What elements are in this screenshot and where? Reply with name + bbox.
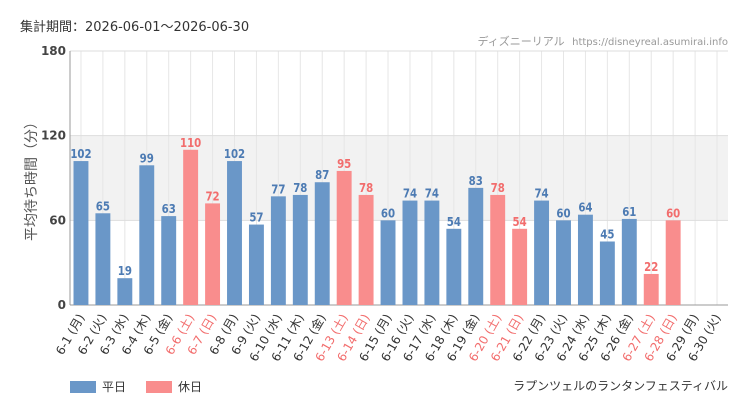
bar-value-label: 87: [315, 168, 329, 182]
bar: [336, 170, 352, 305]
bar: [665, 220, 681, 305]
bar: [512, 228, 528, 305]
site-credit: ディズニーリアル https://disneyreal.asumirai.inf…: [478, 33, 729, 49]
bar-value-label: 95: [337, 157, 351, 171]
bar: [534, 200, 550, 305]
legend-item-holiday[interactable]: 休日: [146, 378, 202, 395]
bar-value-label: 64: [578, 201, 592, 215]
bar: [424, 200, 440, 305]
y-tick-label: 120: [41, 129, 66, 143]
period-label: 集計期間：2026-06-01～2026-06-30: [20, 20, 250, 35]
bar: [95, 213, 111, 305]
bar: [292, 194, 308, 305]
bar: [314, 182, 330, 305]
bar-value-label: 65: [96, 200, 110, 214]
bar-value-label: 78: [293, 181, 307, 195]
y-tick-label: 180: [41, 44, 66, 58]
bar: [621, 218, 637, 305]
bar: [117, 278, 133, 305]
bar-value-label: 61: [622, 205, 636, 219]
bar-value-label: 74: [534, 187, 548, 201]
bar-value-label: 60: [666, 207, 680, 221]
bar: [402, 200, 418, 305]
bar: [73, 161, 89, 305]
attraction-name: ラプンツェルのランタンフェスティバル: [513, 379, 728, 393]
bar: [270, 196, 286, 305]
legend-item-weekday[interactable]: 平日: [70, 378, 126, 395]
bar-value-label: 77: [271, 183, 285, 197]
legend-swatch-weekday: [70, 380, 96, 393]
bar-value-label: 110: [180, 136, 202, 150]
y-tick-label: 60: [49, 213, 66, 227]
bar: [358, 194, 374, 305]
bar: [161, 216, 177, 305]
bar: [446, 228, 462, 305]
site-name: ディズニーリアル: [477, 35, 565, 48]
bar: [139, 165, 155, 305]
bar-value-label: 22: [644, 260, 658, 274]
legend-swatch-holiday: [146, 380, 173, 393]
bar: [556, 220, 571, 305]
bar-value-label: 57: [249, 211, 263, 225]
bar-value-label: 54: [513, 215, 527, 229]
legend-label-holiday: 休日: [178, 380, 203, 394]
bar-value-label: 74: [403, 187, 417, 201]
bar: [468, 187, 484, 305]
bar: [227, 161, 242, 305]
bar-value-label: 99: [140, 152, 154, 166]
bar: [577, 214, 593, 305]
bar-value-label: 72: [205, 190, 219, 204]
bar-value-label: 54: [447, 215, 461, 229]
bar-value-label: 83: [469, 174, 483, 188]
bar-value-label: 74: [425, 187, 439, 201]
bar: [599, 241, 615, 305]
bar: [248, 224, 264, 305]
bar-value-label: 102: [70, 147, 91, 161]
bar-value-label: 45: [600, 228, 614, 242]
legend-label-weekday: 平日: [102, 380, 127, 394]
bar: [380, 220, 396, 305]
bar-value-label: 78: [491, 181, 505, 195]
bar-value-label: 78: [359, 181, 373, 195]
bar-value-label: 102: [224, 147, 245, 161]
bar: [490, 194, 506, 305]
y-tick-label: 0: [58, 298, 66, 312]
bar-value-label: 19: [118, 264, 132, 278]
y-axis-title: 平均待ち時間（分）: [24, 115, 40, 241]
bar-value-label: 63: [162, 202, 176, 216]
bar-value-label: 60: [556, 207, 570, 221]
bar: [183, 149, 199, 305]
chart-legend: 平日 休日: [70, 378, 202, 395]
highlight-band: [70, 135, 728, 221]
bar-value-label: 60: [381, 207, 395, 221]
site-url[interactable]: https://disneyreal.asumirai.info: [572, 37, 728, 48]
bar: [643, 273, 659, 305]
bar: [205, 203, 221, 305]
